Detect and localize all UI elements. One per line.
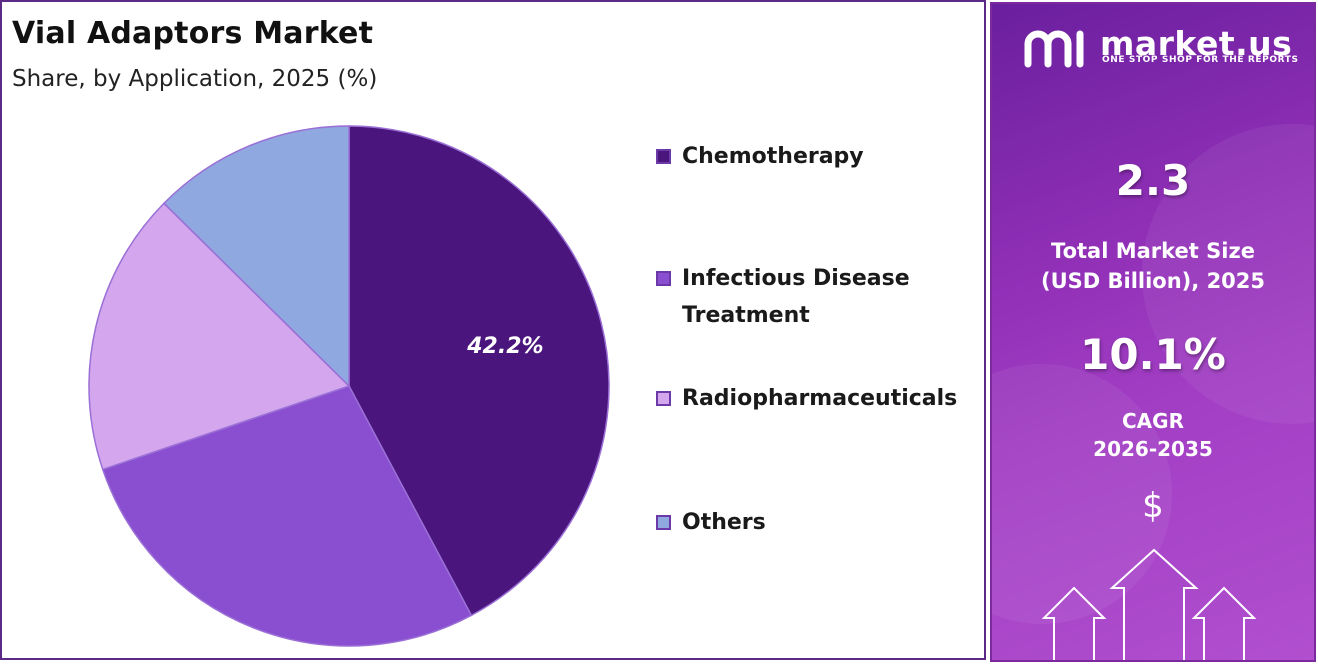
legend-item: Others — [656, 508, 986, 541]
legend-label-line: Chemotherapy — [682, 144, 864, 169]
legend-item: Infectious Disease Treatment — [656, 264, 986, 334]
legend-swatch — [656, 271, 671, 286]
pie-chart: 42.2% — [88, 125, 610, 647]
legend-swatch — [656, 149, 671, 164]
pie-data-label: 42.2% — [466, 334, 543, 359]
legend-label: Chemotherapy — [682, 138, 864, 175]
legend-label-line: Infectious Disease — [682, 266, 910, 291]
legend-label-line: Radiopharmaceuticals — [682, 386, 958, 411]
brand-logo: market.us ONE STOP SHOP FOR THE REPORTS — [1022, 24, 1302, 74]
up-arrow-icon — [1042, 548, 1257, 660]
summary-panel: market.us ONE STOP SHOP FOR THE REPORTS … — [990, 2, 1316, 662]
cagr-period-label: 2026-2035 — [1093, 437, 1213, 461]
chart-panel: Vial Adaptors Market Share, by Applicati… — [0, 0, 986, 660]
market-us-logo-icon — [1024, 30, 1084, 68]
legend-swatch — [656, 515, 671, 530]
legend-swatch — [656, 391, 671, 406]
brand-name: market.us — [1100, 24, 1293, 63]
cagr-value: 10.1% — [1080, 330, 1226, 379]
legend-item: Radiopharmaceuticals — [656, 384, 986, 417]
pie-slice-infectious-disease-treatment — [101, 385, 473, 647]
market-size-label: Total Market Size — [1051, 239, 1255, 263]
legend-label-line: Others — [682, 510, 766, 535]
market-size-unit-label: (USD Billion), 2025 — [1040, 269, 1266, 293]
legend-label: Infectious Disease Treatment — [682, 260, 910, 334]
legend-label: Others — [682, 504, 766, 541]
brand-tagline: ONE STOP SHOP FOR THE REPORTS — [1102, 55, 1299, 65]
legend-label-line: Treatment — [682, 303, 810, 328]
cagr-label: CAGR — [1122, 409, 1184, 433]
market-size-value: 2.3 — [1115, 156, 1191, 205]
dollar-icon: $ — [1142, 486, 1164, 526]
pie-slice-others — [162, 125, 350, 388]
chart-subtitle: Share, by Application, 2025 (%) — [12, 66, 378, 92]
legend-item: Chemotherapy — [656, 142, 986, 175]
pie-slice-chemotherapy — [348, 125, 610, 617]
pie-slice-radiopharmaceuticals — [88, 202, 351, 471]
chart-title: Vial Adaptors Market — [12, 16, 374, 51]
legend-label: Radiopharmaceuticals — [682, 380, 957, 417]
